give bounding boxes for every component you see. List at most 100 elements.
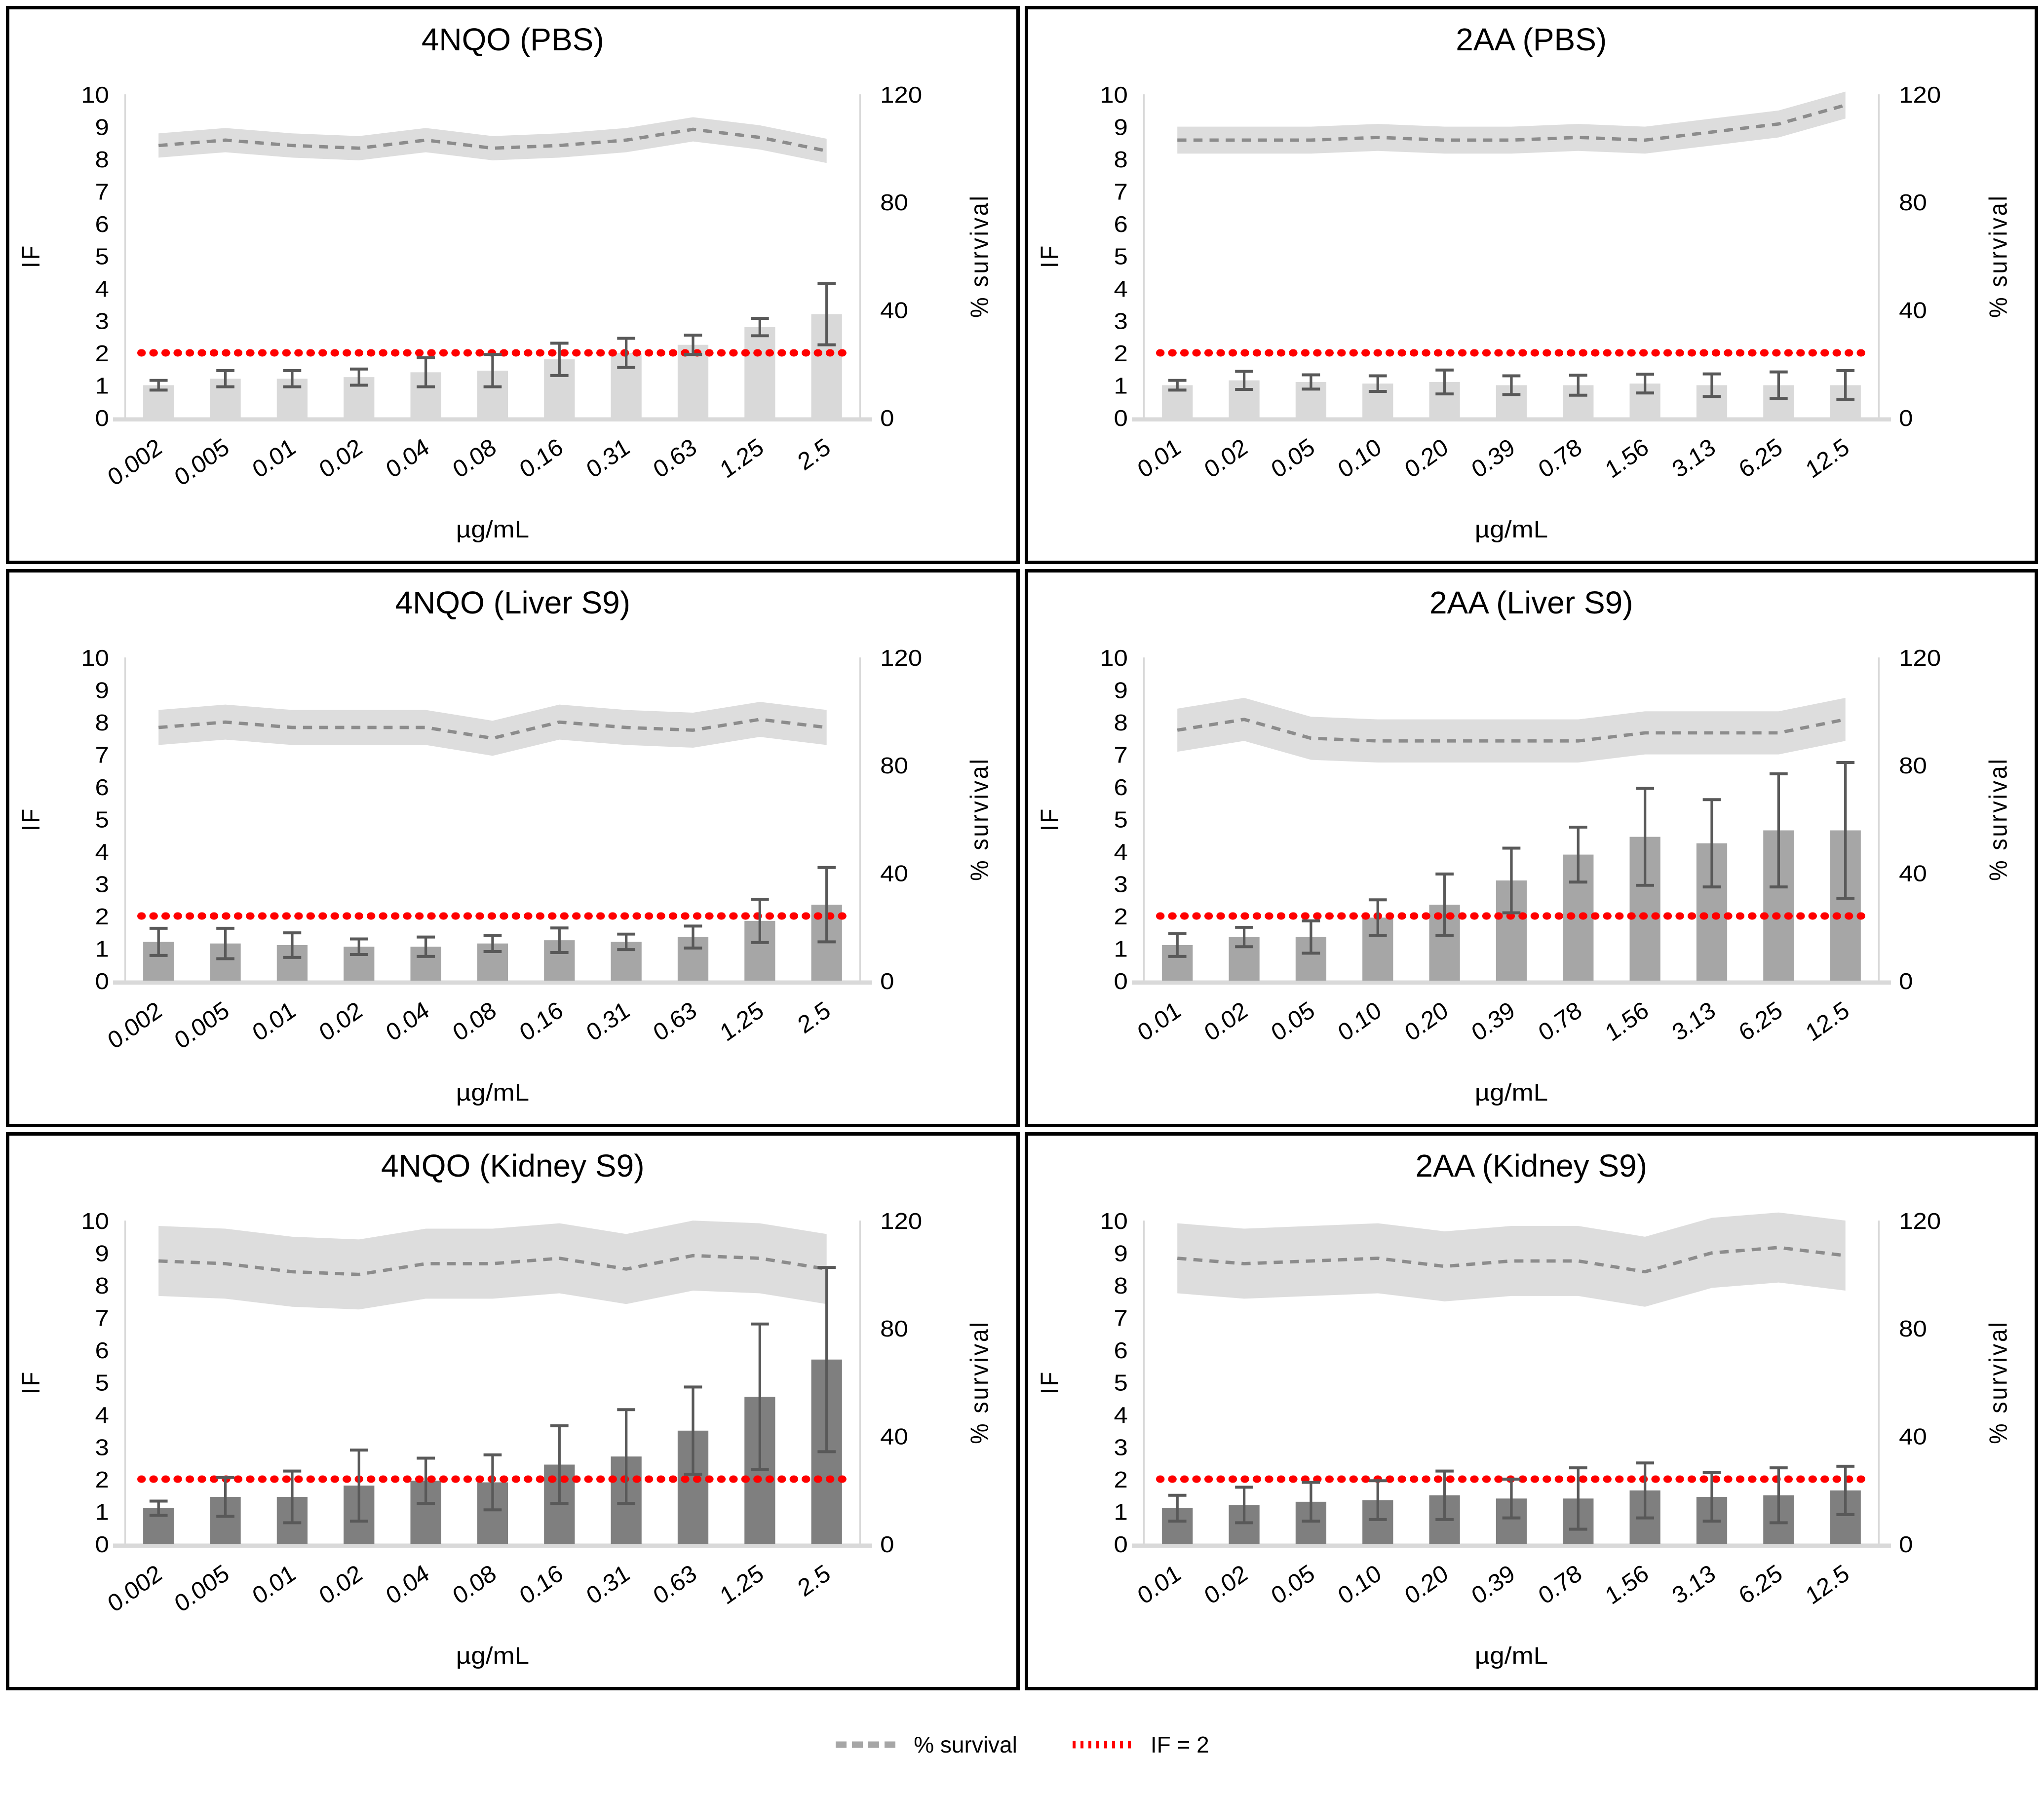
x-axis-tick-label: 0.002 [101,1561,168,1617]
left-axis-tick-label: 9 [95,115,109,140]
x-axis-tick-label: 0.05 [1265,434,1320,482]
bars-group [143,1359,842,1544]
panel-title: 2AA (PBS) [1456,22,1607,57]
left-axis-tick-label: 8 [1114,147,1127,173]
right-axis-tick-label: 80 [880,1316,908,1342]
left-axis-tick-label: 3 [95,872,109,897]
right-axis-tick-label: 40 [1899,861,1927,886]
left-axis-tick-label: 1 [1114,373,1127,399]
right-axis-tick-label: 80 [1899,753,1927,779]
left-axis-tick-label: 10 [1100,646,1128,671]
x-axis-tick-label: 0.01 [246,435,302,483]
x-axis-tick-label: 0.04 [380,1561,435,1609]
x-axis-tick-label: 0.63 [647,435,702,483]
left-axis-tick-label: 3 [1114,308,1127,334]
survival-band [158,702,827,756]
x-axis-tick-label: 0.04 [380,998,435,1046]
panel-title: 4NQO (PBS) [421,22,604,57]
left-axis-tick-label: 9 [95,678,109,703]
survival-line [1177,718,1846,743]
x-axis-tick-label: 0.02 [313,435,369,483]
left-axis-tick-label: 4 [95,1403,109,1428]
x-axis-tick-label: 0.31 [580,435,636,483]
left-axis-tick-label: 7 [1114,179,1127,205]
left-axis-tick-label: 1 [1114,936,1127,962]
left-axis-tick-label: 2 [1114,341,1127,367]
x-axis-tick-label: 2.5 [791,997,837,1038]
left-axis-tick-label: 10 [1100,1209,1128,1234]
x-axis-title: µg/mL [456,1079,529,1106]
left-axis-tick-label: 7 [95,742,109,768]
survival-band [158,1221,827,1310]
panel-4nqo-liver-s9: 4NQO (Liver S9) 0 1 2 3 4 5 6 7 8 9 10 0 40 80 120 0.00… [6,569,1020,1127]
x-axis-tick-label: 0.08 [446,998,502,1046]
bar [744,327,775,418]
left-axis-tick-label: 5 [1114,1370,1127,1396]
x-axis-tick-label: 0.20 [1398,1561,1454,1609]
x-axis-tick-label: 0.10 [1331,1561,1387,1609]
x-axis-tick-label: 2.5 [791,434,837,475]
left-axis-tick-label: 7 [95,1305,109,1331]
left-axis-tick-label: 3 [95,1435,109,1460]
x-axis-tick-label: 0.02 [1198,998,1254,1046]
left-axis-tick-label: 2 [95,1467,109,1493]
panel-title: 4NQO (Kidney S9) [381,1148,645,1183]
panel-title: 2AA (Kidney S9) [1415,1148,1648,1183]
x-axis-tick-label: 1.25 [714,1561,770,1608]
x-axis-tick-label: 0.002 [101,435,168,491]
x-axis-tick-label: 0.39 [1465,435,1521,483]
left-axis-tick-label: 4 [1114,840,1127,865]
left-axis-tick-label: 1 [95,936,109,962]
error-bars-group [149,866,836,960]
error-bars-group [1168,761,1854,958]
x-axis-tick-label: 0.01 [246,998,302,1046]
panel-title: 2AA (Liver S9) [1429,585,1633,620]
right-axis-tick-label: 80 [1899,1316,1927,1342]
x-axis-tick-label: 0.01 [1131,1561,1187,1609]
x-axis-title: µg/mL [456,1642,529,1669]
panel-4nqo-pbs: 4NQO (PBS) 0 1 2 3 4 5 6 7 8 9 10 0 40 80 120 0.002 0.00… [6,6,1020,564]
left-axis-tick-label: 6 [95,775,109,801]
error-bars-group [149,282,836,392]
left-axis-title: IF [1036,1370,1064,1394]
legend: % survival IF = 2 [0,1700,2044,1789]
x-axis-tick-label: 0.08 [446,1561,502,1609]
left-axis-tick-label: 5 [1114,244,1127,269]
x-axis-tick-label: 0.63 [647,1561,702,1609]
left-axis-tick-label: 5 [95,244,109,269]
x-axis-tick-label: 0.16 [513,997,569,1045]
x-axis-tick-label: 3.13 [1665,998,1721,1046]
x-axis-tick-label: 0.01 [246,1561,302,1609]
left-axis-tick-label: 2 [1114,1467,1127,1493]
left-axis-tick-label: 1 [95,373,109,399]
x-axis-tick-label: 0.39 [1465,1561,1521,1609]
right-axis-tick-label: 0 [880,969,894,994]
left-axis-tick-label: 10 [81,646,109,671]
bar [677,344,709,418]
legend-item-if2: IF = 2 [1072,1731,1209,1758]
left-axis-tick-label: 9 [1114,678,1127,703]
left-axis-tick-label: 1 [1114,1499,1127,1525]
right-axis-tick-label: 120 [1899,1209,1941,1234]
right-axis-tick-label: 80 [880,190,908,216]
x-axis-tick-label: 0.63 [647,998,702,1046]
x-axis-tick-label: 12.5 [1799,434,1855,482]
left-axis-tick-label: 0 [95,406,109,431]
chart-canvas: 0 1 2 3 4 5 6 7 8 9 10 0 40 80 120 0.01 0.02 0.05 0.10 0.20… [1036,646,2012,1106]
right-axis-tick-label: 120 [880,646,922,671]
legend-label-if2: IF = 2 [1150,1732,1209,1757]
right-axis-tick-label: 120 [880,1209,922,1234]
x-axis-tick-label: 0.08 [446,435,502,483]
left-axis-tick-label: 1 [95,1499,109,1525]
x-axis-tick-label: 6.25 [1732,997,1788,1045]
left-axis-tick-label: 10 [81,82,109,108]
right-axis-tick-label: 40 [1899,1424,1927,1450]
x-axis-title: µg/mL [1474,1079,1547,1106]
survival-dashed-line-icon [836,1741,898,1748]
left-axis-tick-label: 6 [1114,1338,1127,1364]
left-axis-tick-label: 4 [1114,1403,1127,1428]
x-axis-tick-label: 0.02 [313,998,369,1046]
x-axis-tick-label: 6.25 [1732,1561,1788,1608]
left-axis-title: IF [1036,244,1064,268]
